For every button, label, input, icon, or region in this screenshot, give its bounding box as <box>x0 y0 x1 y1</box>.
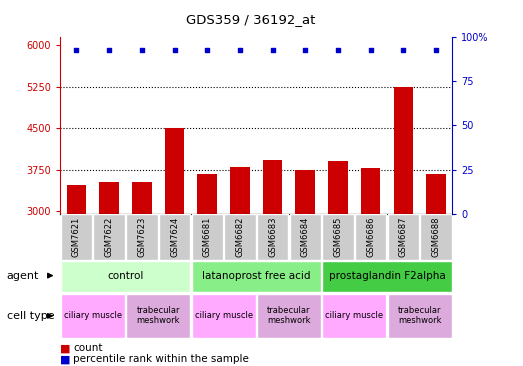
Text: GSM6681: GSM6681 <box>203 217 212 257</box>
Text: ciliary muscle: ciliary muscle <box>195 311 253 320</box>
Bar <box>361 168 381 214</box>
Text: percentile rank within the sample: percentile rank within the sample <box>73 354 249 365</box>
FancyBboxPatch shape <box>355 214 386 260</box>
Bar <box>67 185 86 214</box>
FancyBboxPatch shape <box>257 214 288 260</box>
FancyBboxPatch shape <box>322 261 452 292</box>
Point <box>367 48 375 53</box>
Bar <box>132 182 152 214</box>
Point <box>72 48 81 53</box>
Bar <box>198 173 217 214</box>
Text: ciliary muscle: ciliary muscle <box>64 311 122 320</box>
Text: GSM6682: GSM6682 <box>235 217 244 257</box>
FancyBboxPatch shape <box>290 214 321 260</box>
Text: GSM6688: GSM6688 <box>431 217 440 257</box>
Text: trabecular
meshwork: trabecular meshwork <box>398 306 441 325</box>
FancyBboxPatch shape <box>257 294 321 337</box>
Text: GDS359 / 36192_at: GDS359 / 36192_at <box>186 13 316 26</box>
Text: trabecular
meshwork: trabecular meshwork <box>267 306 311 325</box>
Text: ciliary muscle: ciliary muscle <box>325 311 383 320</box>
FancyBboxPatch shape <box>420 214 452 260</box>
Text: GSM7621: GSM7621 <box>72 217 81 257</box>
Text: GSM6687: GSM6687 <box>399 217 408 257</box>
Bar <box>99 183 119 214</box>
Bar <box>328 161 348 214</box>
Text: ■: ■ <box>60 354 71 365</box>
Text: GSM6684: GSM6684 <box>301 217 310 257</box>
FancyBboxPatch shape <box>61 261 190 292</box>
Text: GSM7623: GSM7623 <box>138 217 146 257</box>
Bar <box>230 167 250 214</box>
FancyBboxPatch shape <box>191 214 223 260</box>
Bar <box>295 170 315 214</box>
FancyBboxPatch shape <box>388 214 419 260</box>
Text: GSM6683: GSM6683 <box>268 217 277 257</box>
Text: GSM6686: GSM6686 <box>366 217 375 257</box>
FancyBboxPatch shape <box>126 294 190 337</box>
Point <box>334 48 342 53</box>
Text: ■: ■ <box>60 343 71 354</box>
FancyBboxPatch shape <box>61 294 125 337</box>
Point <box>105 48 113 53</box>
FancyBboxPatch shape <box>322 294 386 337</box>
Bar <box>393 86 413 214</box>
Text: control: control <box>107 271 144 281</box>
Point <box>268 48 277 53</box>
Point <box>399 48 407 53</box>
FancyBboxPatch shape <box>126 214 157 260</box>
Bar <box>426 173 446 214</box>
Point <box>236 48 244 53</box>
Text: count: count <box>73 343 103 354</box>
Text: trabecular
meshwork: trabecular meshwork <box>137 306 180 325</box>
Text: agent: agent <box>7 270 39 281</box>
FancyBboxPatch shape <box>388 294 452 337</box>
Bar <box>165 128 185 214</box>
Point <box>170 48 179 53</box>
Text: GSM7624: GSM7624 <box>170 217 179 257</box>
FancyBboxPatch shape <box>322 214 354 260</box>
FancyBboxPatch shape <box>159 214 190 260</box>
Point <box>301 48 310 53</box>
Point <box>432 48 440 53</box>
Text: prostaglandin F2alpha: prostaglandin F2alpha <box>328 271 446 281</box>
Point <box>203 48 211 53</box>
Text: cell type: cell type <box>7 311 54 321</box>
Bar <box>263 160 282 214</box>
FancyBboxPatch shape <box>61 214 92 260</box>
Text: GSM6685: GSM6685 <box>334 217 343 257</box>
Text: GSM7622: GSM7622 <box>105 217 113 257</box>
Point <box>138 48 146 53</box>
FancyBboxPatch shape <box>191 261 321 292</box>
FancyBboxPatch shape <box>224 214 256 260</box>
FancyBboxPatch shape <box>191 294 256 337</box>
Text: latanoprost free acid: latanoprost free acid <box>202 271 311 281</box>
FancyBboxPatch shape <box>94 214 125 260</box>
